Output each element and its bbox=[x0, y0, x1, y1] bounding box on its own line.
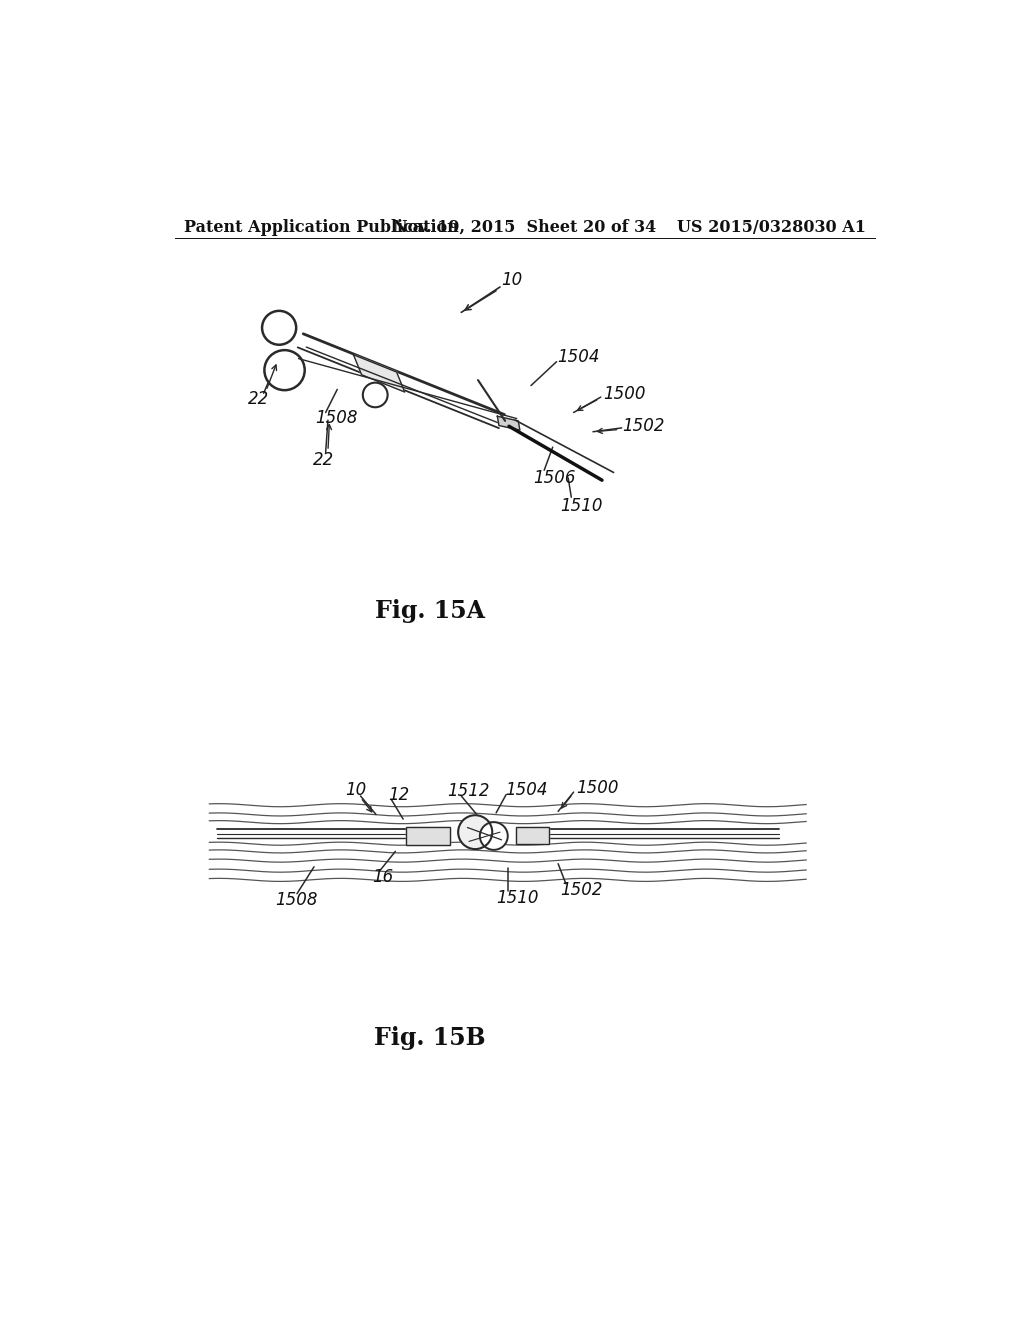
Text: 1510: 1510 bbox=[496, 888, 539, 907]
Text: 1500: 1500 bbox=[603, 385, 645, 403]
Text: 1508: 1508 bbox=[275, 891, 317, 909]
Text: 1504: 1504 bbox=[506, 781, 548, 799]
Circle shape bbox=[362, 383, 388, 408]
Text: Nov. 19, 2015  Sheet 20 of 34: Nov. 19, 2015 Sheet 20 of 34 bbox=[393, 219, 656, 236]
Text: 16: 16 bbox=[372, 867, 393, 886]
Text: 10: 10 bbox=[502, 271, 523, 289]
Polygon shape bbox=[353, 355, 404, 392]
Text: 1510: 1510 bbox=[560, 498, 603, 515]
Text: US 2015/0328030 A1: US 2015/0328030 A1 bbox=[677, 219, 866, 236]
Text: 22: 22 bbox=[248, 389, 269, 408]
Text: 1504: 1504 bbox=[557, 348, 600, 366]
Text: 1508: 1508 bbox=[315, 409, 358, 426]
Circle shape bbox=[458, 816, 493, 849]
Text: 1506: 1506 bbox=[534, 469, 575, 487]
Text: Patent Application Publication: Patent Application Publication bbox=[183, 219, 459, 236]
Text: 1512: 1512 bbox=[447, 783, 489, 800]
Circle shape bbox=[264, 350, 305, 391]
Text: 1502: 1502 bbox=[623, 417, 665, 434]
FancyBboxPatch shape bbox=[516, 826, 549, 843]
Circle shape bbox=[480, 822, 508, 850]
Text: 22: 22 bbox=[312, 451, 334, 469]
Text: 12: 12 bbox=[388, 787, 410, 804]
FancyBboxPatch shape bbox=[407, 826, 451, 845]
Text: 10: 10 bbox=[345, 781, 367, 799]
Text: 1502: 1502 bbox=[560, 880, 603, 899]
Text: Fig. 15A: Fig. 15A bbox=[375, 599, 484, 623]
Polygon shape bbox=[498, 416, 520, 430]
Circle shape bbox=[262, 312, 296, 345]
Text: 1500: 1500 bbox=[575, 779, 618, 797]
Text: Fig. 15B: Fig. 15B bbox=[374, 1026, 485, 1049]
